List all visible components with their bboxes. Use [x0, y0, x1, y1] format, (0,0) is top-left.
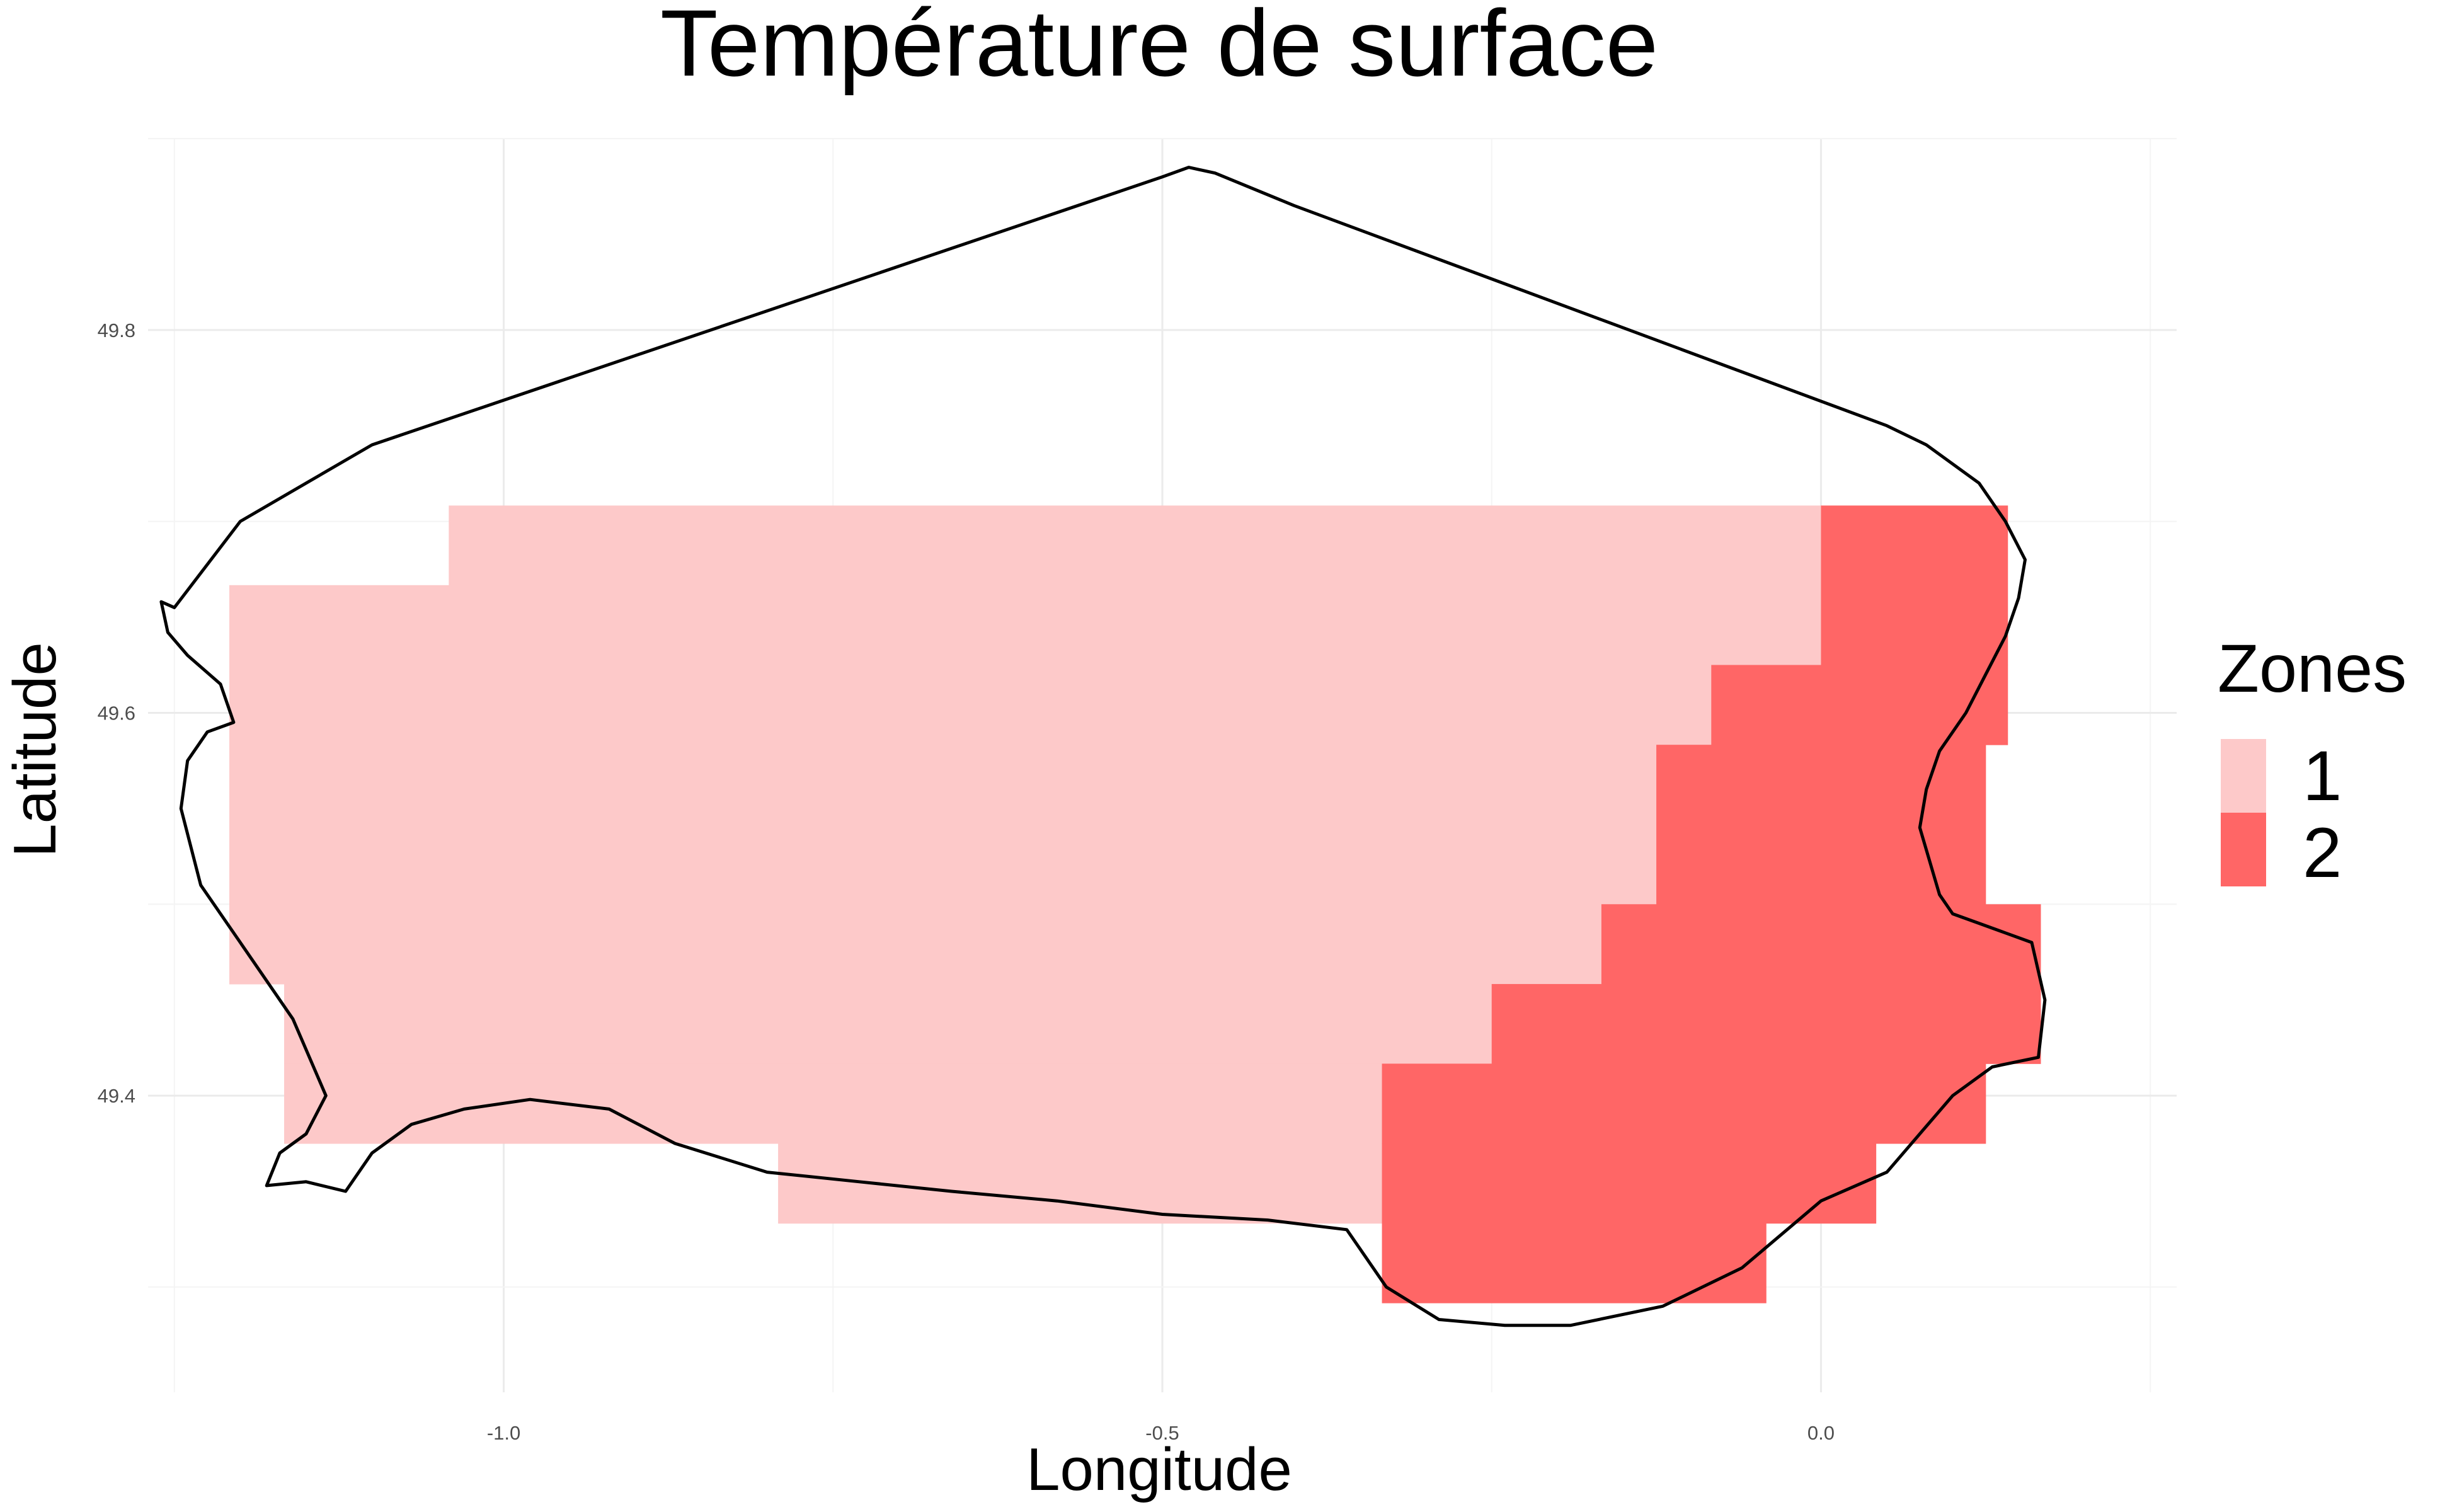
coastline — [159, 166, 2047, 1327]
zone-1-cell — [229, 904, 1657, 985]
zone-2-cell — [1601, 904, 2041, 985]
legend-title: Zones — [2218, 630, 2407, 706]
x-tick-label: -0.5 — [1145, 1422, 1179, 1444]
zone-1-cell — [229, 745, 1712, 905]
y-tick-label: 49.8 — [98, 319, 135, 341]
coastline-outline — [159, 166, 2047, 1327]
legend-swatch-zone-1 — [2221, 739, 2266, 813]
zone-1-cell — [229, 585, 449, 745]
y-axis-title: Latitude — [1, 642, 69, 857]
zone-2-cell — [1382, 1223, 1767, 1303]
axis-ticks: -1.0 -0.5 0.0 49.4 49.6 49.8 — [98, 319, 1835, 1444]
y-tick-label: 49.6 — [98, 702, 135, 724]
zone-1-cell — [449, 505, 1821, 745]
zone-2-cell — [1711, 665, 2008, 745]
plot-title: Température de surface — [660, 0, 1658, 96]
x-tick-label: -1.0 — [487, 1422, 520, 1444]
zone-2-cell — [1491, 983, 2041, 1064]
zone-cells — [229, 505, 2041, 1303]
legend-label-zone-2: 2 — [2303, 813, 2342, 892]
y-tick-label: 49.4 — [98, 1085, 135, 1107]
x-axis-title: Longitude — [1026, 1436, 1292, 1503]
legend-swatch-zone-2 — [2221, 813, 2266, 886]
legend: Zones 1 2 — [2218, 630, 2407, 892]
zone-2-cell — [1382, 1143, 1877, 1224]
zone-1-cell — [284, 1063, 1492, 1144]
x-tick-label: 0.0 — [1807, 1422, 1835, 1444]
zone-1-cell — [284, 983, 1602, 1064]
legend-label-zone-1: 1 — [2303, 736, 2342, 815]
zone-2-cell — [1821, 505, 2008, 665]
zone-2-cell — [1382, 1063, 1986, 1144]
